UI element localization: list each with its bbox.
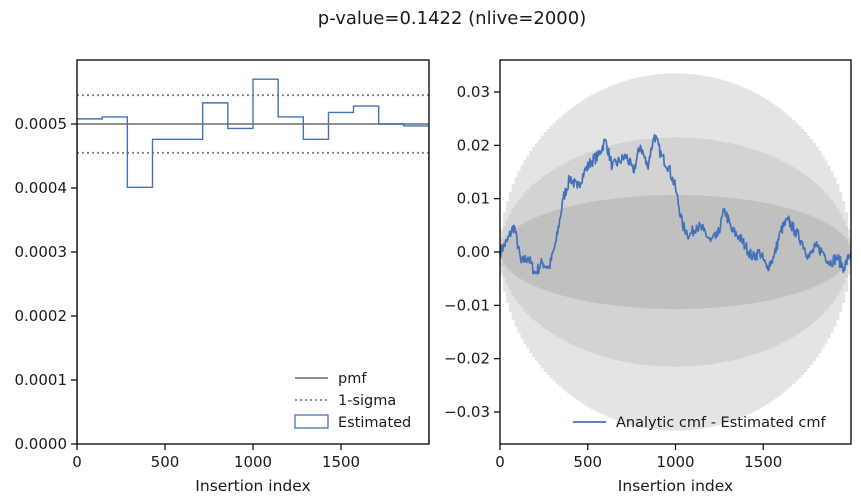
x-tick-label: 1000	[656, 453, 694, 471]
x-axis-label: Insertion index	[195, 477, 310, 495]
x-tick-label: 0	[72, 453, 82, 471]
plot-frame	[76, 59, 430, 445]
x-axis-label: Insertion index	[618, 477, 733, 495]
confidence-band-3	[500, 194, 851, 310]
legend-pmf-label: pmf	[338, 371, 367, 387]
legend-estimated-label: Estimated	[338, 415, 411, 431]
right-panel: 0 500 1000 1500 0.03 0.02 0.01 0.00 −0.01 −0.02 −0…	[444, 59, 852, 495]
plot-area	[77, 78, 429, 444]
y-tick-label: 0.0001	[15, 371, 68, 389]
x-tick-label: 1500	[322, 453, 360, 471]
y-tick-label: 0.01	[457, 190, 490, 208]
left-panel: 0 500 1000 1500 0.0000 0.0001 0.0002 0.0003 0.00…	[15, 59, 430, 495]
legend-series-label: Analytic cmf - Estimated cmf	[616, 415, 827, 431]
x-tick-label: 0	[495, 453, 505, 471]
y-tick-label: 0.0004	[15, 179, 68, 197]
legend-sigma-label: 1-sigma	[338, 393, 396, 409]
y-tick-label: −0.03	[444, 403, 490, 421]
y-tick-label: 0.02	[457, 136, 490, 154]
legend-estimated-swatch	[294, 414, 329, 429]
x-tick-label: 1500	[744, 453, 782, 471]
estimated-histogram	[77, 78, 429, 444]
x-tick-label: 500	[151, 453, 180, 471]
y-tick-label: 0.0005	[15, 115, 68, 133]
y-tick-label: 0.0002	[15, 307, 68, 325]
y-tick-label: −0.01	[444, 296, 490, 314]
y-tick-label: 0.0003	[15, 243, 68, 261]
y-tick-label: −0.02	[444, 350, 490, 368]
y-tick-label: 0.00	[457, 243, 490, 261]
x-tick-label: 500	[573, 453, 602, 471]
figure-title: p-value=0.1422 (nlive=2000)	[318, 8, 586, 29]
plot-frame	[499, 59, 852, 445]
y-tick-label: 0.03	[457, 83, 490, 101]
x-tick-label: 1000	[234, 453, 272, 471]
series-line	[500, 133, 851, 275]
y-tick-label: 0.0000	[15, 435, 68, 453]
plot-area	[500, 73, 851, 431]
